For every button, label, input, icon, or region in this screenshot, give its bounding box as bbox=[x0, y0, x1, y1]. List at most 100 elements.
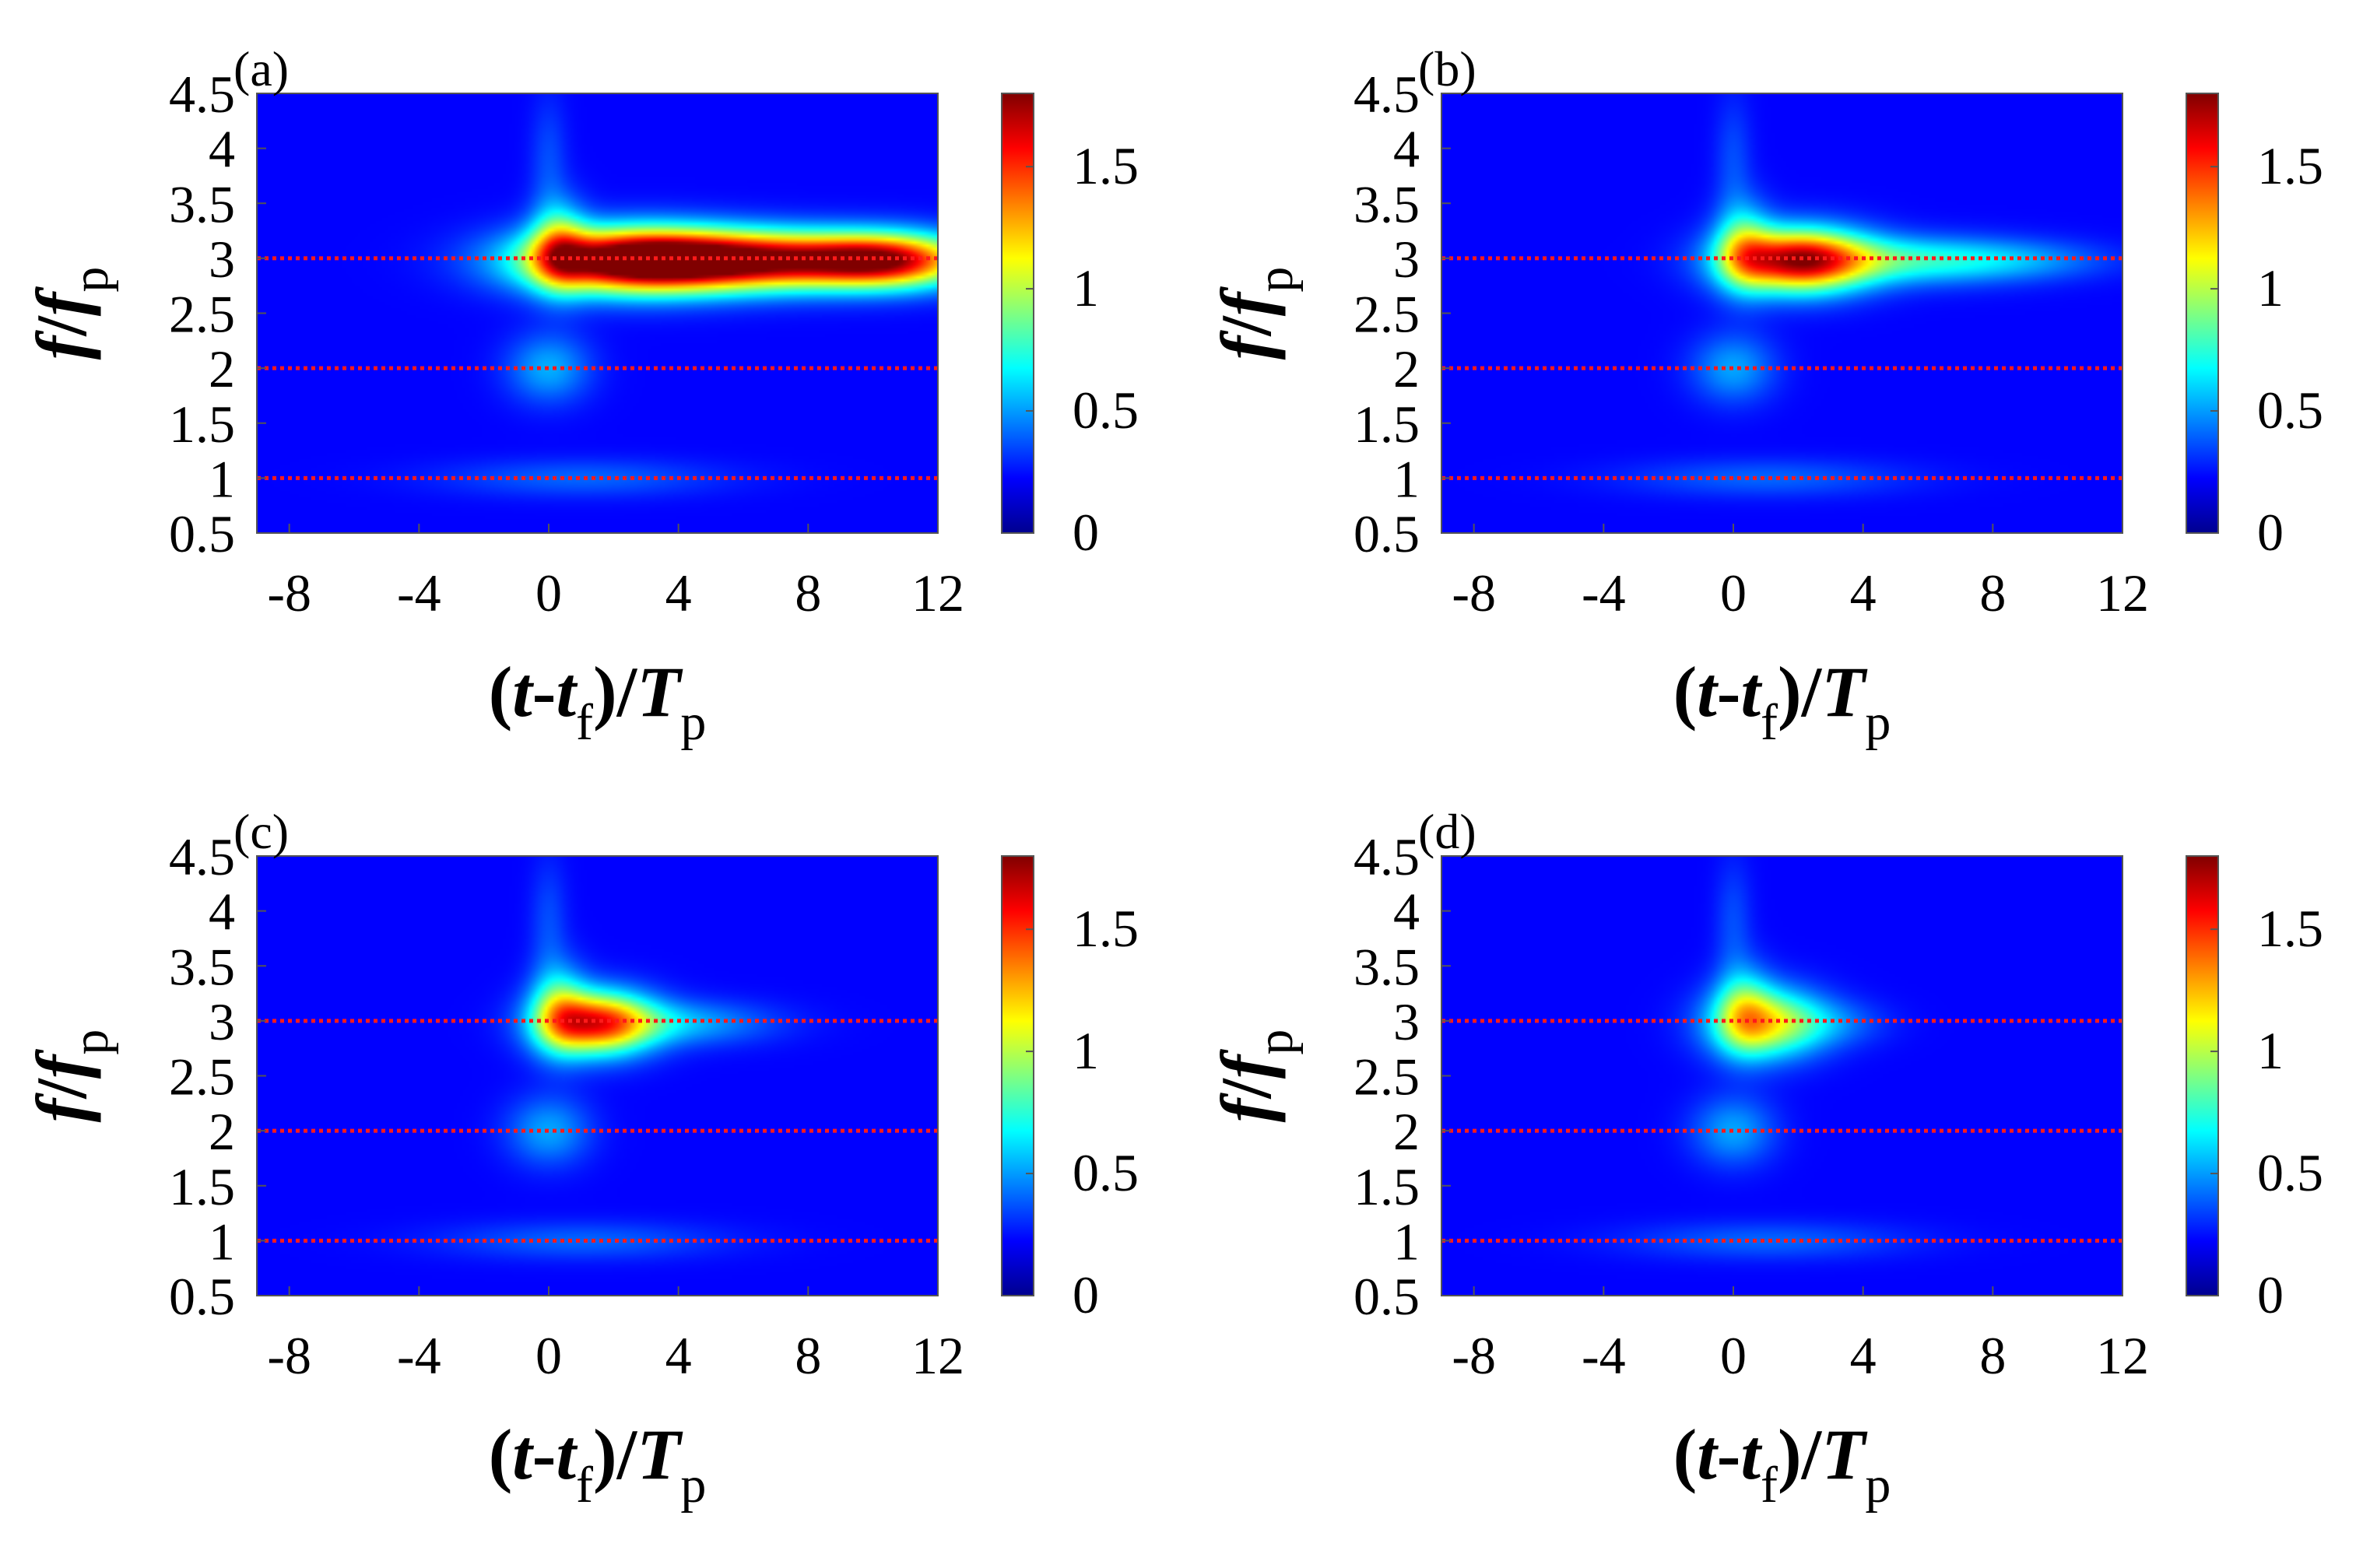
colorbar-tick-label: 1 bbox=[1073, 258, 1099, 317]
y-tick-label: 3.5 bbox=[169, 937, 235, 996]
x-tick-label: -4 bbox=[1582, 1326, 1626, 1385]
panel-label: (d) bbox=[1418, 804, 1476, 859]
panel-b: -8 -4 0 4 8 120.511.522.533.544.5(b)(t-tf)/Tp… bbox=[1206, 41, 2323, 751]
y-tick-label: 1 bbox=[1393, 449, 1420, 508]
y-tick-label: 4 bbox=[1393, 120, 1420, 179]
y-tick-label: 4 bbox=[1393, 882, 1420, 942]
colorbar bbox=[2186, 855, 2219, 1296]
y-tick-label: 2 bbox=[209, 339, 235, 398]
x-tick-label: -8 bbox=[267, 563, 311, 623]
panel-d: -8 -4 0 4 8 120.511.522.533.544.5(d)(t-tf)/Tp… bbox=[1206, 804, 2323, 1514]
y-tick-label: 1.5 bbox=[1354, 395, 1420, 454]
y-tick-label: 3 bbox=[1393, 230, 1420, 289]
y-tick-label: 0.5 bbox=[1354, 504, 1420, 563]
colorbar-tick-label: 1 bbox=[2257, 258, 2284, 317]
x-tick-label: 0 bbox=[535, 563, 562, 623]
y-tick-label: 2.5 bbox=[1354, 285, 1420, 344]
y-tick-label: 2.5 bbox=[169, 1047, 235, 1107]
colorbar-tick-label: 0.5 bbox=[1073, 1143, 1139, 1202]
colorbar bbox=[1001, 855, 1034, 1296]
y-tick-label: 2.5 bbox=[1354, 1047, 1420, 1107]
colorbar bbox=[1001, 93, 1034, 534]
x-tick-label: 4 bbox=[665, 1326, 692, 1385]
y-tick-label: 3.5 bbox=[1354, 174, 1420, 233]
colorbar-tick-label: 0 bbox=[2257, 1265, 2284, 1324]
colorbar-tick-label: 1.5 bbox=[1073, 136, 1139, 195]
x-tick-label: -8 bbox=[1452, 563, 1496, 623]
x-tick-label: -4 bbox=[1582, 563, 1626, 623]
x-tick-label: -4 bbox=[397, 1326, 441, 1385]
colorbar bbox=[2186, 93, 2219, 534]
x-axis-label: (t-tf)/Tp bbox=[489, 1415, 707, 1514]
y-tick-label: 4.5 bbox=[1354, 65, 1420, 124]
y-tick-label: 3 bbox=[209, 230, 235, 289]
y-tick-label: 2 bbox=[1393, 339, 1420, 398]
y-tick-label: 1 bbox=[1393, 1212, 1420, 1271]
y-tick-label: 4 bbox=[209, 882, 235, 942]
y-axis-label: f/fp bbox=[1206, 1030, 1304, 1123]
panel-label: (c) bbox=[233, 804, 289, 859]
x-tick-label: -8 bbox=[267, 1326, 311, 1385]
x-tick-label: -8 bbox=[1452, 1326, 1496, 1385]
y-tick-label: 1 bbox=[209, 449, 235, 508]
heatmap-image bbox=[1441, 856, 2122, 1296]
x-tick-label: 4 bbox=[1850, 1326, 1877, 1385]
panel-label: (a) bbox=[233, 41, 289, 96]
y-tick-label: 0.5 bbox=[169, 504, 235, 563]
x-tick-label: 8 bbox=[795, 563, 821, 623]
colorbar-tick-label: 0 bbox=[2257, 503, 2284, 562]
x-tick-label: 0 bbox=[535, 1326, 562, 1385]
x-tick-label: 0 bbox=[1720, 1326, 1747, 1385]
x-tick-label: -4 bbox=[397, 563, 441, 623]
y-tick-label: 4 bbox=[209, 120, 235, 179]
colorbar-tick-label: 1 bbox=[2257, 1021, 2284, 1080]
colorbar-tick-label: 1 bbox=[1073, 1021, 1099, 1080]
x-tick-label: 8 bbox=[1979, 563, 2006, 623]
colorbar-tick-label: 0.5 bbox=[2257, 381, 2323, 440]
y-tick-label: 1.5 bbox=[169, 395, 235, 454]
y-tick-label: 0.5 bbox=[1354, 1267, 1420, 1326]
x-tick-label: 8 bbox=[1979, 1326, 2006, 1385]
y-tick-label: 1 bbox=[209, 1212, 235, 1271]
colorbar-tick-label: 0.5 bbox=[2257, 1143, 2323, 1202]
colorbar-tick-label: 0 bbox=[1073, 503, 1099, 562]
y-tick-label: 0.5 bbox=[169, 1267, 235, 1326]
heatmap-image bbox=[257, 856, 938, 1296]
x-tick-label: 4 bbox=[665, 563, 692, 623]
x-axis-label: (t-tf)/Tp bbox=[1673, 652, 1891, 751]
x-tick-label: 12 bbox=[2096, 1326, 2149, 1385]
colorbar-tick-label: 1.5 bbox=[1073, 899, 1139, 958]
panel-c: -8 -4 0 4 8 120.511.522.533.544.5(c)(t-tf)/Tp… bbox=[22, 804, 1139, 1514]
x-tick-label: 12 bbox=[2096, 563, 2149, 623]
y-tick-label: 3.5 bbox=[169, 174, 235, 233]
y-axis-label: f/fp bbox=[22, 267, 119, 360]
panel-label: (b) bbox=[1418, 41, 1476, 96]
y-tick-label: 3.5 bbox=[1354, 937, 1420, 996]
x-axis-label: (t-tf)/Tp bbox=[489, 652, 707, 751]
heatmap-image bbox=[1441, 93, 2122, 533]
x-tick-label: 8 bbox=[795, 1326, 821, 1385]
y-axis-label: f/fp bbox=[1206, 267, 1304, 360]
y-tick-label: 4.5 bbox=[169, 65, 235, 124]
x-tick-label: 12 bbox=[911, 1326, 964, 1385]
y-tick-label: 3 bbox=[1393, 992, 1420, 1051]
y-tick-label: 1.5 bbox=[1354, 1157, 1420, 1216]
x-tick-label: 4 bbox=[1850, 563, 1877, 623]
y-tick-label: 2 bbox=[209, 1102, 235, 1161]
colorbar-tick-label: 0 bbox=[1073, 1265, 1099, 1324]
colorbar-tick-label: 1.5 bbox=[2257, 136, 2323, 195]
x-axis-label: (t-tf)/Tp bbox=[1673, 1415, 1891, 1514]
colorbar-tick-label: 1.5 bbox=[2257, 899, 2323, 958]
y-tick-label: 4.5 bbox=[1354, 827, 1420, 886]
x-tick-label: 12 bbox=[911, 563, 964, 623]
y-tick-label: 1.5 bbox=[169, 1157, 235, 1216]
y-tick-label: 4.5 bbox=[169, 827, 235, 886]
heatmap-image bbox=[257, 93, 938, 533]
colorbar-tick-label: 0.5 bbox=[1073, 381, 1139, 440]
panel-a: -8 -4 0 4 8 120.511.522.533.544.5(a)(t-tf)/Tp… bbox=[22, 41, 1139, 751]
y-tick-label: 3 bbox=[209, 992, 235, 1051]
y-tick-label: 2.5 bbox=[169, 285, 235, 344]
y-axis-label: f/fp bbox=[22, 1030, 119, 1123]
y-tick-label: 2 bbox=[1393, 1102, 1420, 1161]
